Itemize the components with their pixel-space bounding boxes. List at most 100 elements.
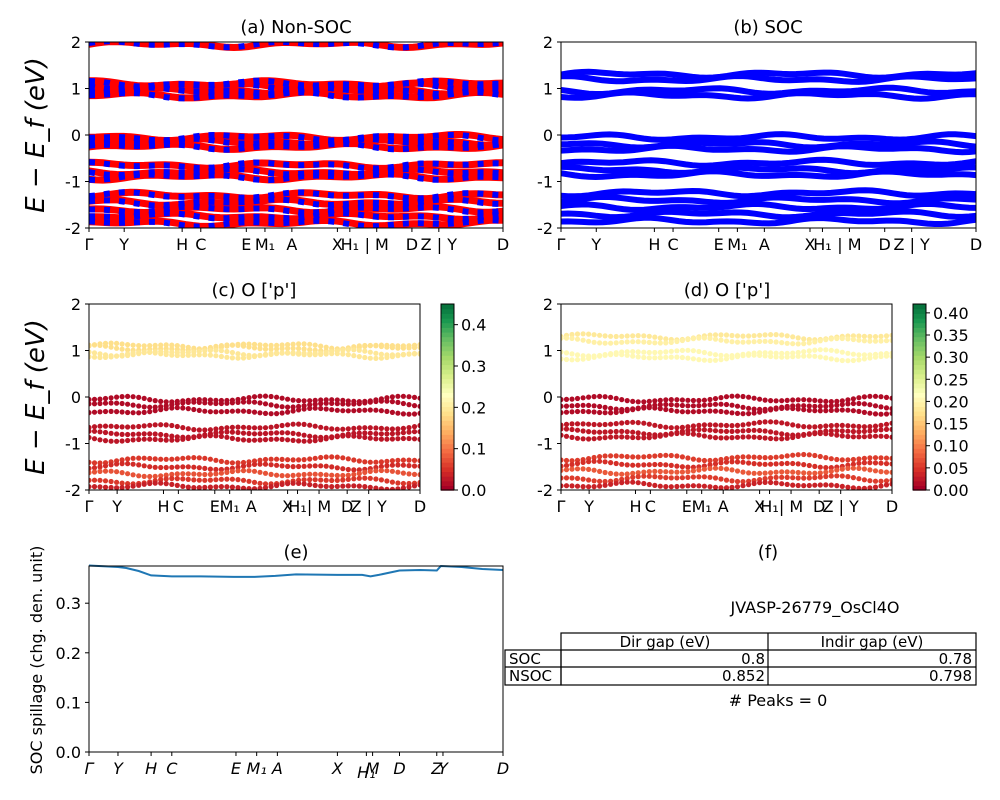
band-point — [707, 484, 713, 490]
band-point — [563, 467, 570, 473]
band-point — [262, 346, 269, 352]
band-point — [285, 350, 291, 356]
band-point — [751, 339, 757, 345]
band-point — [768, 338, 774, 345]
band-point — [574, 460, 581, 467]
band-point — [97, 351, 103, 357]
band-point — [561, 349, 564, 355]
band-point — [635, 349, 641, 355]
band-point — [345, 426, 351, 432]
band-point — [141, 409, 147, 415]
band-point — [274, 456, 280, 462]
band-point — [646, 405, 652, 411]
band-point — [867, 402, 873, 408]
band-point — [652, 453, 658, 459]
band-point — [362, 469, 368, 475]
y-tick-label: -1 — [65, 173, 81, 192]
band-point — [285, 422, 291, 428]
band-point — [395, 469, 401, 475]
band-point — [163, 481, 169, 487]
band-point — [395, 430, 401, 436]
band-point — [312, 477, 318, 483]
band-point — [734, 339, 741, 345]
band-point — [185, 435, 191, 442]
band-point — [384, 398, 390, 404]
band-point — [828, 473, 834, 479]
band-point — [329, 464, 335, 470]
band-point — [312, 438, 318, 444]
x-tick-label: A — [718, 497, 729, 516]
band-point — [690, 474, 697, 480]
band-point — [668, 469, 674, 475]
x-tick-label: H — [648, 235, 660, 254]
band-point — [318, 477, 324, 483]
band-point — [773, 480, 779, 486]
band-point — [652, 461, 658, 468]
band-point — [240, 430, 247, 436]
band-point — [734, 422, 741, 428]
band-point — [591, 421, 597, 428]
band-point — [630, 419, 636, 425]
band-point — [384, 431, 390, 437]
band-point — [608, 394, 614, 400]
band-point — [679, 475, 686, 481]
band-point — [125, 342, 131, 348]
band-point — [801, 462, 807, 468]
band-point — [635, 406, 641, 412]
band-point — [191, 455, 197, 461]
colorbar-segment — [441, 378, 454, 384]
band-point — [630, 434, 636, 441]
band-point — [817, 403, 823, 409]
band-point — [367, 430, 373, 436]
x-tick-label: D — [406, 235, 418, 254]
band-point — [285, 409, 291, 415]
band-point — [224, 342, 230, 348]
colorbar-segment — [913, 443, 926, 449]
band-point — [334, 483, 340, 489]
band-point — [89, 459, 92, 465]
band-point — [417, 436, 420, 442]
band-point — [274, 423, 280, 429]
band-point — [685, 424, 691, 430]
band-point — [213, 471, 219, 477]
band-point — [872, 411, 879, 417]
band-point — [395, 426, 401, 432]
band-point — [119, 352, 125, 358]
band-point — [130, 437, 136, 443]
band-point — [296, 472, 302, 478]
band-point — [312, 352, 318, 358]
band-point — [345, 483, 351, 489]
band-point — [646, 481, 652, 488]
band-point — [663, 354, 669, 360]
band-point — [729, 339, 735, 345]
band-point — [580, 466, 586, 472]
band-point — [850, 485, 856, 490]
band-point — [630, 474, 636, 480]
band-point — [729, 459, 735, 465]
band-point — [307, 402, 313, 408]
band-point — [213, 409, 219, 415]
spillage-line — [88, 564, 504, 578]
band-point — [663, 462, 669, 468]
band-point — [701, 408, 708, 414]
band-point — [97, 437, 103, 443]
band-point — [641, 431, 647, 437]
band-line — [89, 165, 503, 179]
band-point — [668, 452, 674, 459]
band-point — [274, 394, 280, 400]
band-point — [384, 426, 390, 432]
band-point — [384, 468, 390, 474]
band-point — [657, 335, 663, 341]
band-point — [602, 453, 608, 459]
band-point — [806, 353, 812, 359]
band-point — [790, 397, 796, 403]
band-point — [97, 400, 103, 407]
band-point — [406, 429, 412, 435]
band-point — [125, 351, 131, 357]
band-point — [867, 393, 873, 399]
band-point — [400, 430, 406, 436]
band-point — [580, 356, 586, 362]
x-tick-label: H — [145, 759, 157, 778]
band-point — [119, 470, 125, 476]
band-point — [152, 456, 158, 462]
